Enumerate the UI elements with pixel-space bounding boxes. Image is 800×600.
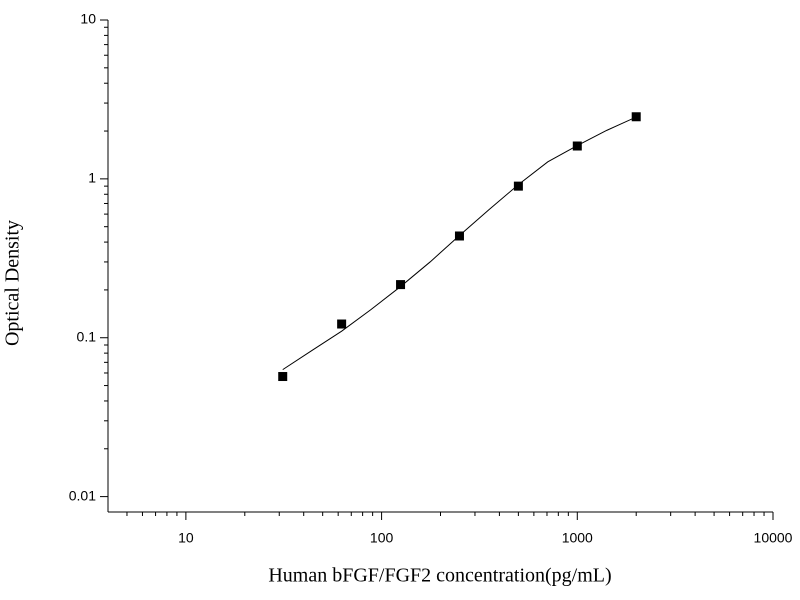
y-tick-label: 0.1: [77, 328, 97, 344]
data-point: [337, 319, 347, 329]
x-tick-label: 100: [370, 530, 394, 546]
fit-curve: [282, 116, 637, 371]
data-point: [631, 112, 641, 122]
x-tick-label: 10000: [754, 530, 793, 546]
y-tick-label: 0.01: [69, 487, 96, 503]
data-point: [278, 372, 288, 382]
y-tick-label: 10: [80, 11, 96, 27]
x-tick-label: 1000: [562, 530, 593, 546]
data-point: [396, 280, 406, 290]
x-axis-title: Human bFGF/FGF2 concentration(pg/mL): [268, 565, 611, 587]
x-tick-label: 10: [178, 530, 194, 546]
y-tick-label: 1: [88, 170, 96, 186]
y-axis-title: Optical Density: [2, 220, 24, 346]
data-point: [513, 181, 523, 191]
